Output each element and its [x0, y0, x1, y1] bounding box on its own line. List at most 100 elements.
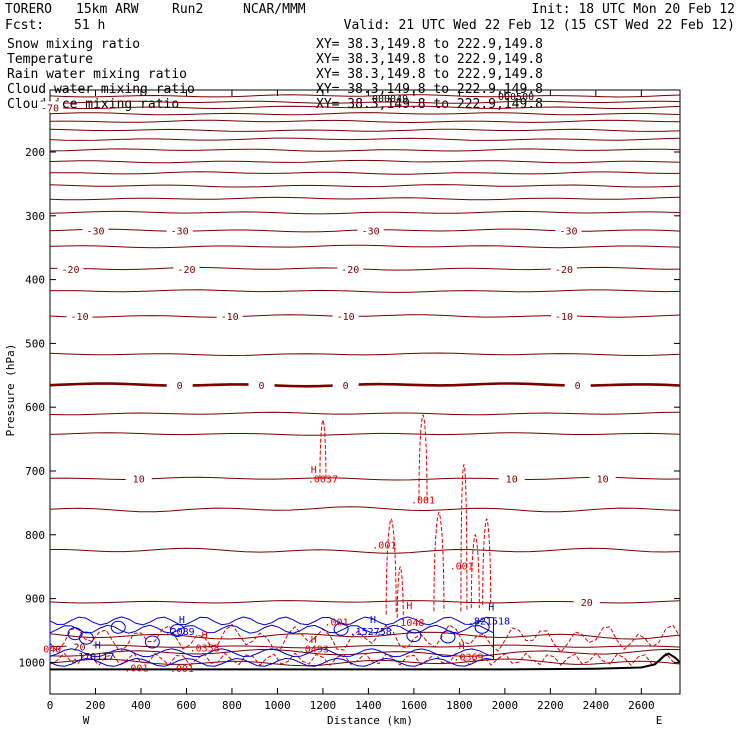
isotherm-label: 10 [597, 475, 609, 486]
isotherm-label-mask [248, 378, 275, 390]
isotherm-label-mask [166, 378, 193, 390]
high-marker: H [311, 465, 317, 476]
terrain-line [50, 652, 681, 671]
cloud-water-label: .821518 [468, 616, 510, 627]
isotherm-label: -20 [341, 265, 359, 276]
rain-contour [385, 518, 397, 615]
rain-contour [418, 414, 428, 500]
x-tick-label: 1200 [310, 699, 337, 712]
y-tick-label: 500 [25, 337, 45, 350]
isotherm-label: -30 [362, 226, 380, 237]
isotherm-label: -20 [61, 265, 79, 276]
y-tick-label: 700 [25, 465, 45, 478]
legend-field-name: Temperature [7, 52, 93, 67]
isotherm-label: -10 [555, 312, 573, 323]
high-marker: H [95, 641, 101, 652]
x-tick-label: 2000 [492, 699, 519, 712]
rain-label: .0369 [453, 653, 483, 664]
isotherm-label-mask [551, 309, 578, 321]
legend-overlap-fragment: 000049 [372, 94, 408, 105]
x-tick-label: 1800 [446, 699, 473, 712]
isotherm-line [49, 506, 681, 513]
isotherm-label-mask [573, 595, 600, 607]
cloud-water-cell [169, 624, 185, 637]
isotherm-label-mask [589, 472, 616, 484]
isotherm-label-mask [166, 224, 193, 236]
figure-header: TORERO 15km ARW Run2 NCAR/MMM Init: 18 U… [5, 2, 735, 112]
x-tick-label: 1600 [401, 699, 428, 712]
isotherm-label-mask [498, 472, 525, 484]
rain-label: .001 [411, 496, 435, 507]
isotherm-line [49, 210, 681, 215]
isotherm-line [49, 658, 681, 667]
x-tick-label: 2400 [583, 699, 610, 712]
isotherm-line [49, 631, 681, 640]
rain-contour [460, 464, 468, 612]
y-tick-label: 1000 [19, 656, 46, 669]
isotherm-label: 10 [133, 475, 145, 486]
high-marker: H [459, 641, 465, 652]
cloud-water-label: .2089 [165, 627, 195, 638]
y-tick-label: 900 [25, 593, 45, 606]
x-tick-label: 200 [86, 699, 106, 712]
isotherm-label: 0 [177, 381, 183, 392]
isotherm-label-mask [551, 262, 578, 274]
isotherm-line [49, 644, 681, 649]
isotherm-label: -10 [71, 312, 89, 323]
isotherm-label-mask [82, 224, 109, 236]
header-run: Run2 [172, 2, 203, 17]
cloud-water-contours [49, 616, 494, 667]
isotherm-line [49, 128, 681, 132]
cloud-water-cell [440, 630, 456, 644]
isotherm-label: -30 [86, 226, 104, 237]
isotherm-label-mask [125, 472, 152, 484]
isotherm-label-mask [555, 224, 582, 236]
isotherm-line [49, 171, 680, 175]
rain-label: .001 [325, 618, 349, 629]
x-tick-label: 600 [177, 699, 197, 712]
isotherm-label-mask [37, 101, 63, 113]
x-tick-label: 0 [47, 699, 54, 712]
x-tick-label: 400 [131, 699, 151, 712]
temperature-isotherms: -70 -30 -30 -30 -30 -20 -20 -20 -20 -10 -10 -10 -10 0… [37, 94, 681, 667]
isotherm-line [49, 352, 681, 357]
rain-contour [482, 518, 492, 605]
isotherm-label: -30 [171, 226, 189, 237]
isotherm-label: -10 [221, 312, 239, 323]
high-marker: H [406, 601, 412, 612]
axes: 0 200 400 600 800 1000 1200 1400 1600 1800 2000 220… [19, 90, 680, 712]
rain-label: .001 [372, 540, 396, 551]
cloud-water-cell [406, 629, 422, 643]
isotherm-line [49, 137, 681, 141]
plot-frame [49, 89, 681, 695]
x-tick-label: 2600 [628, 699, 655, 712]
rain-contour [470, 534, 480, 609]
isotherm-line [49, 196, 681, 201]
x-end-label-east: E [656, 714, 663, 727]
isotherm-line [49, 289, 681, 293]
isotherm-label-mask [332, 378, 359, 390]
y-tick-label: 200 [25, 146, 45, 159]
y-axis-label: Pressure (hPa) [4, 344, 17, 437]
rain-label: .0493 [299, 644, 329, 655]
isotherm-label: 0 [575, 381, 581, 392]
x-tick-label: 800 [222, 699, 242, 712]
high-marker: H [202, 630, 208, 641]
rain-contour-low [49, 652, 681, 666]
isotherm-label: -20 [555, 265, 573, 276]
isotherm-label-mask [66, 640, 93, 652]
header-model: TORERO [5, 2, 52, 17]
high-marker: H [488, 602, 494, 613]
header-init: Init: 18 UTC Mon 20 Feb 12 [532, 2, 736, 17]
y-tick-label: 400 [25, 274, 45, 287]
high-marker: H [311, 635, 317, 646]
cloud-water-cell [78, 631, 94, 645]
header-fcst-label: Fcst: [5, 18, 44, 33]
x-end-label-west: W [83, 714, 90, 727]
rain-label: .001 [170, 664, 194, 675]
y-tick-label: 800 [25, 529, 45, 542]
isotherm-line [49, 94, 681, 98]
rain-label: .001 [124, 664, 148, 675]
isotherm-label-mask [564, 378, 591, 390]
